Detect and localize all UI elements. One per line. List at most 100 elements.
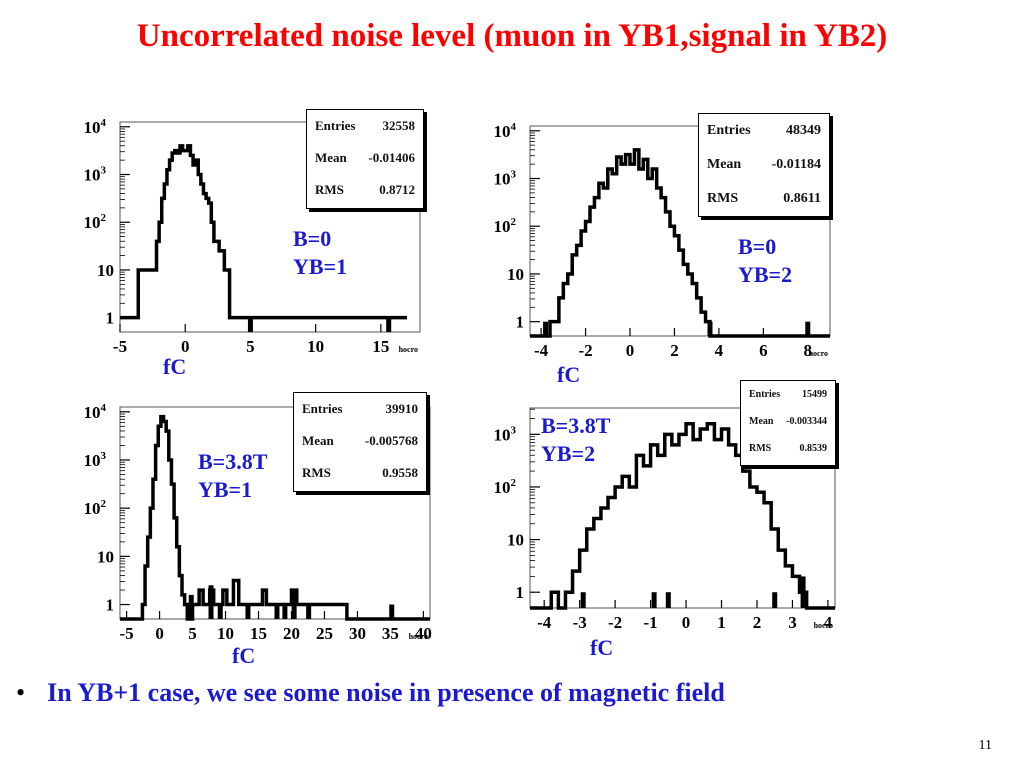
y-tick-label: 10	[97, 547, 114, 566]
page-number: 11	[978, 738, 992, 753]
x-tick-label: -5	[120, 624, 134, 643]
x-tick-label: 2	[670, 341, 679, 360]
x-tick-label: -2	[608, 613, 622, 632]
x-tick-label: 5	[246, 337, 255, 356]
bullet-text: In YB+1 case, we see some noise in prese…	[47, 678, 725, 707]
histogram-spike	[208, 585, 214, 619]
y-tick-label: 102	[84, 212, 107, 232]
histogram-spike	[306, 604, 312, 619]
y-tick-label: 10	[507, 531, 524, 550]
histogram-line	[530, 422, 835, 610]
stats-box-2: Entries 48349 Mean -0.01184 RMS 0.8611	[698, 113, 830, 217]
x-axis-corner-label: hocro	[809, 349, 828, 358]
x-tick-label: 40	[415, 624, 432, 643]
bullet-item: • In YB+1 case, we see some noise in pres…	[16, 678, 725, 708]
y-tick-label: 1	[106, 596, 115, 615]
x-tick-label: 0	[155, 624, 164, 643]
x-tick-label: 15	[372, 337, 389, 356]
x-axis-corner-label: hocro	[399, 345, 418, 354]
stats-box-4: Entries 15499 Mean -0.003344 RMS 0.8539	[740, 380, 836, 466]
y-tick-label: 104	[84, 117, 107, 137]
histogram-spike	[707, 321, 713, 336]
stats-entries-label: Entries	[749, 389, 781, 400]
stats-rms-label: RMS	[749, 443, 772, 454]
y-tick-label: 103	[84, 450, 107, 470]
histogram-spike	[772, 592, 778, 608]
histogram-spike	[217, 604, 223, 619]
annotation-3: B=3.8T YB=1	[198, 449, 268, 502]
annotation-2: B=0 YB=2	[738, 234, 793, 287]
x-tick-label: 5	[188, 624, 197, 643]
stats-entries-label: Entries	[302, 401, 343, 416]
stats-box-1: Entries 32558 Mean -0.01406 RMS 0.8712	[306, 109, 424, 209]
x-tick-label: 30	[349, 624, 366, 643]
histogram-panel-2: -4 -2 0 2 4 6 8 hocro 1 10 102 103 104	[480, 112, 840, 367]
x-tick-label: 6	[759, 341, 768, 360]
y-tick-label: 103	[494, 169, 517, 189]
y-tick-label: 102	[494, 216, 517, 236]
stats-mean-label: Mean	[315, 150, 347, 165]
bullet-dot-icon: •	[16, 678, 26, 707]
histogram-panel-1: -5 0 5 10 15 hocro 1 10 102 103 104	[70, 108, 430, 363]
stats-rms-label: RMS	[315, 182, 344, 197]
x-tick-label: 0	[682, 613, 691, 632]
annotation-4: B=3.8T YB=2	[541, 413, 611, 466]
x-tick-label: 25	[316, 624, 333, 643]
x-tick-label: -5	[113, 337, 127, 356]
x-tick-label: 35	[382, 624, 399, 643]
stats-mean-value: -0.005768	[364, 433, 418, 448]
histogram-spike	[291, 590, 297, 619]
stats-mean-label: Mean	[749, 416, 774, 427]
stats-rms-value: 0.8539	[799, 443, 828, 454]
histogram-spike	[665, 592, 671, 608]
stats-mean-label: Mean	[302, 433, 334, 448]
histogram-spike	[386, 317, 392, 332]
x-tick-label: 20	[283, 624, 300, 643]
x-unit-label-3: fC	[232, 643, 256, 668]
stats-mean-value: -0.01184	[771, 157, 821, 172]
stats-rms-label: RMS	[707, 191, 739, 206]
y-tick-label: 103	[494, 424, 517, 444]
y-tick-label: 1	[516, 313, 525, 332]
stats-mean-value: -0.01406	[368, 150, 415, 165]
histogram-spike	[282, 604, 288, 619]
x-tick-label: 10	[307, 337, 324, 356]
y-tick-label: 1	[106, 309, 115, 328]
stats-rms-label: RMS	[302, 465, 331, 480]
x-tick-label: -3	[573, 613, 587, 632]
x-tick-label: 0	[181, 337, 190, 356]
histogram-spike	[651, 592, 657, 608]
slide-title: Uncorrelated noise level (muon in YB1,si…	[136, 18, 888, 54]
x-tick-label: 4	[824, 613, 833, 632]
stats-rms-value: 0.8712	[379, 182, 415, 197]
stats-box-3: Entries 39910 Mean -0.005768 RMS 0.9558	[293, 392, 427, 492]
x-tick-label: 10	[217, 624, 234, 643]
histogram-panel-4: -4 -3 -2 -1 0 1 2 3 4 hocro 1 10 102 103	[480, 400, 850, 650]
histogram-1-svg: -5 0 5 10 15 hocro 1 10 102 103 104	[84, 117, 421, 356]
stats-rms-value: 0.8611	[783, 191, 821, 206]
histogram-spike	[389, 604, 395, 619]
histogram-line	[120, 414, 430, 621]
stats-rms-value: 0.9558	[382, 465, 418, 480]
histogram-line	[120, 144, 407, 320]
x-tick-label: 8	[804, 341, 813, 360]
x-tick-label: 2	[753, 613, 762, 632]
stats-entries-label: Entries	[315, 118, 356, 133]
histogram-spike	[580, 592, 586, 608]
x-unit-label-4: fC	[590, 635, 614, 660]
x-tick-label: 15	[250, 624, 267, 643]
stats-entries-value: 32558	[382, 118, 416, 133]
histogram-line	[530, 148, 830, 338]
x-tick-label: -4	[537, 613, 552, 632]
stats-entries-value: 48349	[786, 123, 821, 138]
y-tick-label: 103	[84, 165, 107, 185]
x-unit-label-1: fC	[163, 354, 187, 379]
x-tick-label: 1	[717, 613, 726, 632]
annotation-1: B=0 YB=1	[293, 226, 348, 279]
x-tick-label: 0	[626, 341, 635, 360]
stats-entries-value: 15499	[802, 389, 827, 400]
x-tick-label: -2	[578, 341, 592, 360]
y-tick-label: 1	[516, 583, 525, 602]
stats-mean-value: -0.003344	[786, 416, 827, 427]
